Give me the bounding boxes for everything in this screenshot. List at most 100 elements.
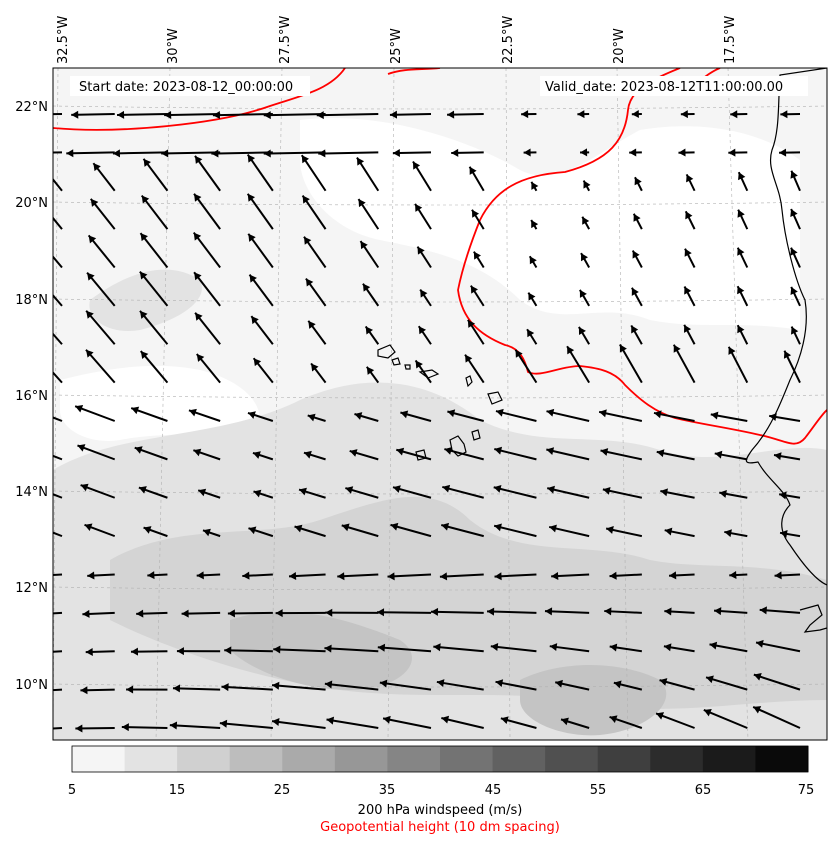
wind-vector-head xyxy=(656,449,665,458)
wind-vector-head xyxy=(316,111,324,120)
colorbar-cell xyxy=(334,746,388,772)
wind-vector-head xyxy=(633,213,641,222)
wind-vector-head xyxy=(769,413,777,421)
windspeed-shading xyxy=(53,118,827,740)
wind-vector-head xyxy=(392,485,401,493)
wind-vector-head xyxy=(138,486,147,494)
lon-label: 30°W xyxy=(166,28,181,64)
wind-vector-shaft xyxy=(390,523,432,538)
wind-vector-shaft xyxy=(494,448,537,461)
wind-vector-head xyxy=(737,325,745,334)
wind-vector-head xyxy=(366,366,375,375)
wind-vector-head xyxy=(529,256,537,265)
wind-vector-head xyxy=(193,448,202,457)
wind-vector-head xyxy=(143,158,151,167)
wind-vector-head xyxy=(415,360,423,369)
wind-vector-head xyxy=(599,409,607,418)
wind-vector-head xyxy=(719,489,727,498)
wind-vector-shaft xyxy=(71,113,115,116)
wind-vector-head xyxy=(75,724,83,733)
wind-vector-head xyxy=(196,353,205,362)
wind-vector-head xyxy=(248,526,257,535)
wind-vector-head xyxy=(759,606,767,615)
wind-vector-head xyxy=(430,607,439,616)
wind-vector-head xyxy=(549,643,558,652)
wind-vector-head xyxy=(324,644,332,653)
wind-vector-head xyxy=(531,220,539,229)
wind-vector-shaft xyxy=(753,673,801,691)
wind-vector-head xyxy=(790,208,798,218)
wind-vector-shaft xyxy=(619,344,643,384)
colorbar-frame xyxy=(71,745,809,773)
wind-vector-head xyxy=(302,195,310,204)
wind-vector-head xyxy=(77,444,86,452)
lon-label: 27.5°W xyxy=(278,16,293,64)
wind-vector-head xyxy=(66,149,74,158)
wind-vector-shaft xyxy=(546,410,590,422)
wind-vector-head xyxy=(136,609,144,618)
wind-vector-head xyxy=(21,404,29,411)
wind-vector-head xyxy=(737,286,745,295)
wind-vector-head xyxy=(546,447,555,455)
wind-vector-shaft xyxy=(193,271,221,307)
wind-vector-shaft xyxy=(755,641,801,653)
colorbar-cell xyxy=(387,746,441,772)
wind-vector-head xyxy=(130,647,139,656)
lat-gridline-16n xyxy=(53,394,827,399)
wind-vector-head xyxy=(578,326,586,335)
wind-vector-head xyxy=(195,312,203,321)
wind-vector-head xyxy=(21,149,28,157)
wind-vector-head xyxy=(418,326,427,335)
colorbar: 5 15 25 35 45 55 65 75 200 hPa windspeed… xyxy=(68,745,815,835)
wind-vector-head xyxy=(196,571,204,580)
lat-label: 12°N xyxy=(15,581,48,596)
wind-vector-head xyxy=(172,684,181,693)
wind-vector-head xyxy=(549,524,557,533)
wind-vector-head xyxy=(349,449,358,457)
wind-vector-head xyxy=(88,235,97,244)
wind-vector-head xyxy=(753,672,762,681)
wind-vector-head xyxy=(304,236,312,245)
wind-vector-head xyxy=(774,571,782,580)
wind-vector-head xyxy=(487,607,495,616)
wind-vector-shaft xyxy=(703,709,748,729)
wind-vector-shaft xyxy=(53,416,63,422)
wind-vector-shaft xyxy=(169,724,221,729)
lat-gridline-22n xyxy=(53,105,827,110)
wind-vector-head xyxy=(117,110,125,119)
lon-gridline-27-5w xyxy=(270,68,283,740)
wind-vector-head xyxy=(779,148,787,157)
wind-vector-head xyxy=(439,572,448,581)
colorbar-tick: 75 xyxy=(798,783,815,798)
wind-vector-shaft xyxy=(86,272,116,307)
wind-vector-head xyxy=(663,643,672,652)
wind-vector-head xyxy=(202,528,211,537)
colorbar-cell xyxy=(650,746,704,772)
wind-vector-head xyxy=(791,326,799,335)
wind-vector-head xyxy=(756,639,764,648)
map-panel xyxy=(21,68,827,740)
wind-vector-head xyxy=(164,110,172,119)
cape-verde-maio xyxy=(471,429,481,441)
wind-vector-head xyxy=(392,148,400,157)
colorbar-cell xyxy=(597,746,651,772)
wind-vector-shaft xyxy=(326,718,379,729)
wind-vector-head xyxy=(365,326,374,335)
lat-label: 22°N xyxy=(15,100,48,115)
wind-vector-head xyxy=(85,647,93,656)
wind-vector-shaft xyxy=(324,682,379,691)
wind-vector-shaft xyxy=(211,151,273,155)
wind-vector-head xyxy=(33,350,41,358)
wind-vector-shaft xyxy=(442,485,484,499)
wind-vector-shaft xyxy=(139,270,169,307)
wind-vector-head xyxy=(195,155,203,164)
wind-vector-head xyxy=(724,529,732,538)
wind-vector-head xyxy=(684,248,692,257)
wind-vector-head xyxy=(176,647,184,656)
wind-vector-shaft xyxy=(493,524,537,538)
wind-vector-head xyxy=(561,717,569,726)
wind-vector-head xyxy=(546,408,555,417)
wind-vector-shaft xyxy=(439,573,484,578)
wind-vector-head xyxy=(494,523,502,532)
wind-vector-shaft xyxy=(324,647,379,653)
